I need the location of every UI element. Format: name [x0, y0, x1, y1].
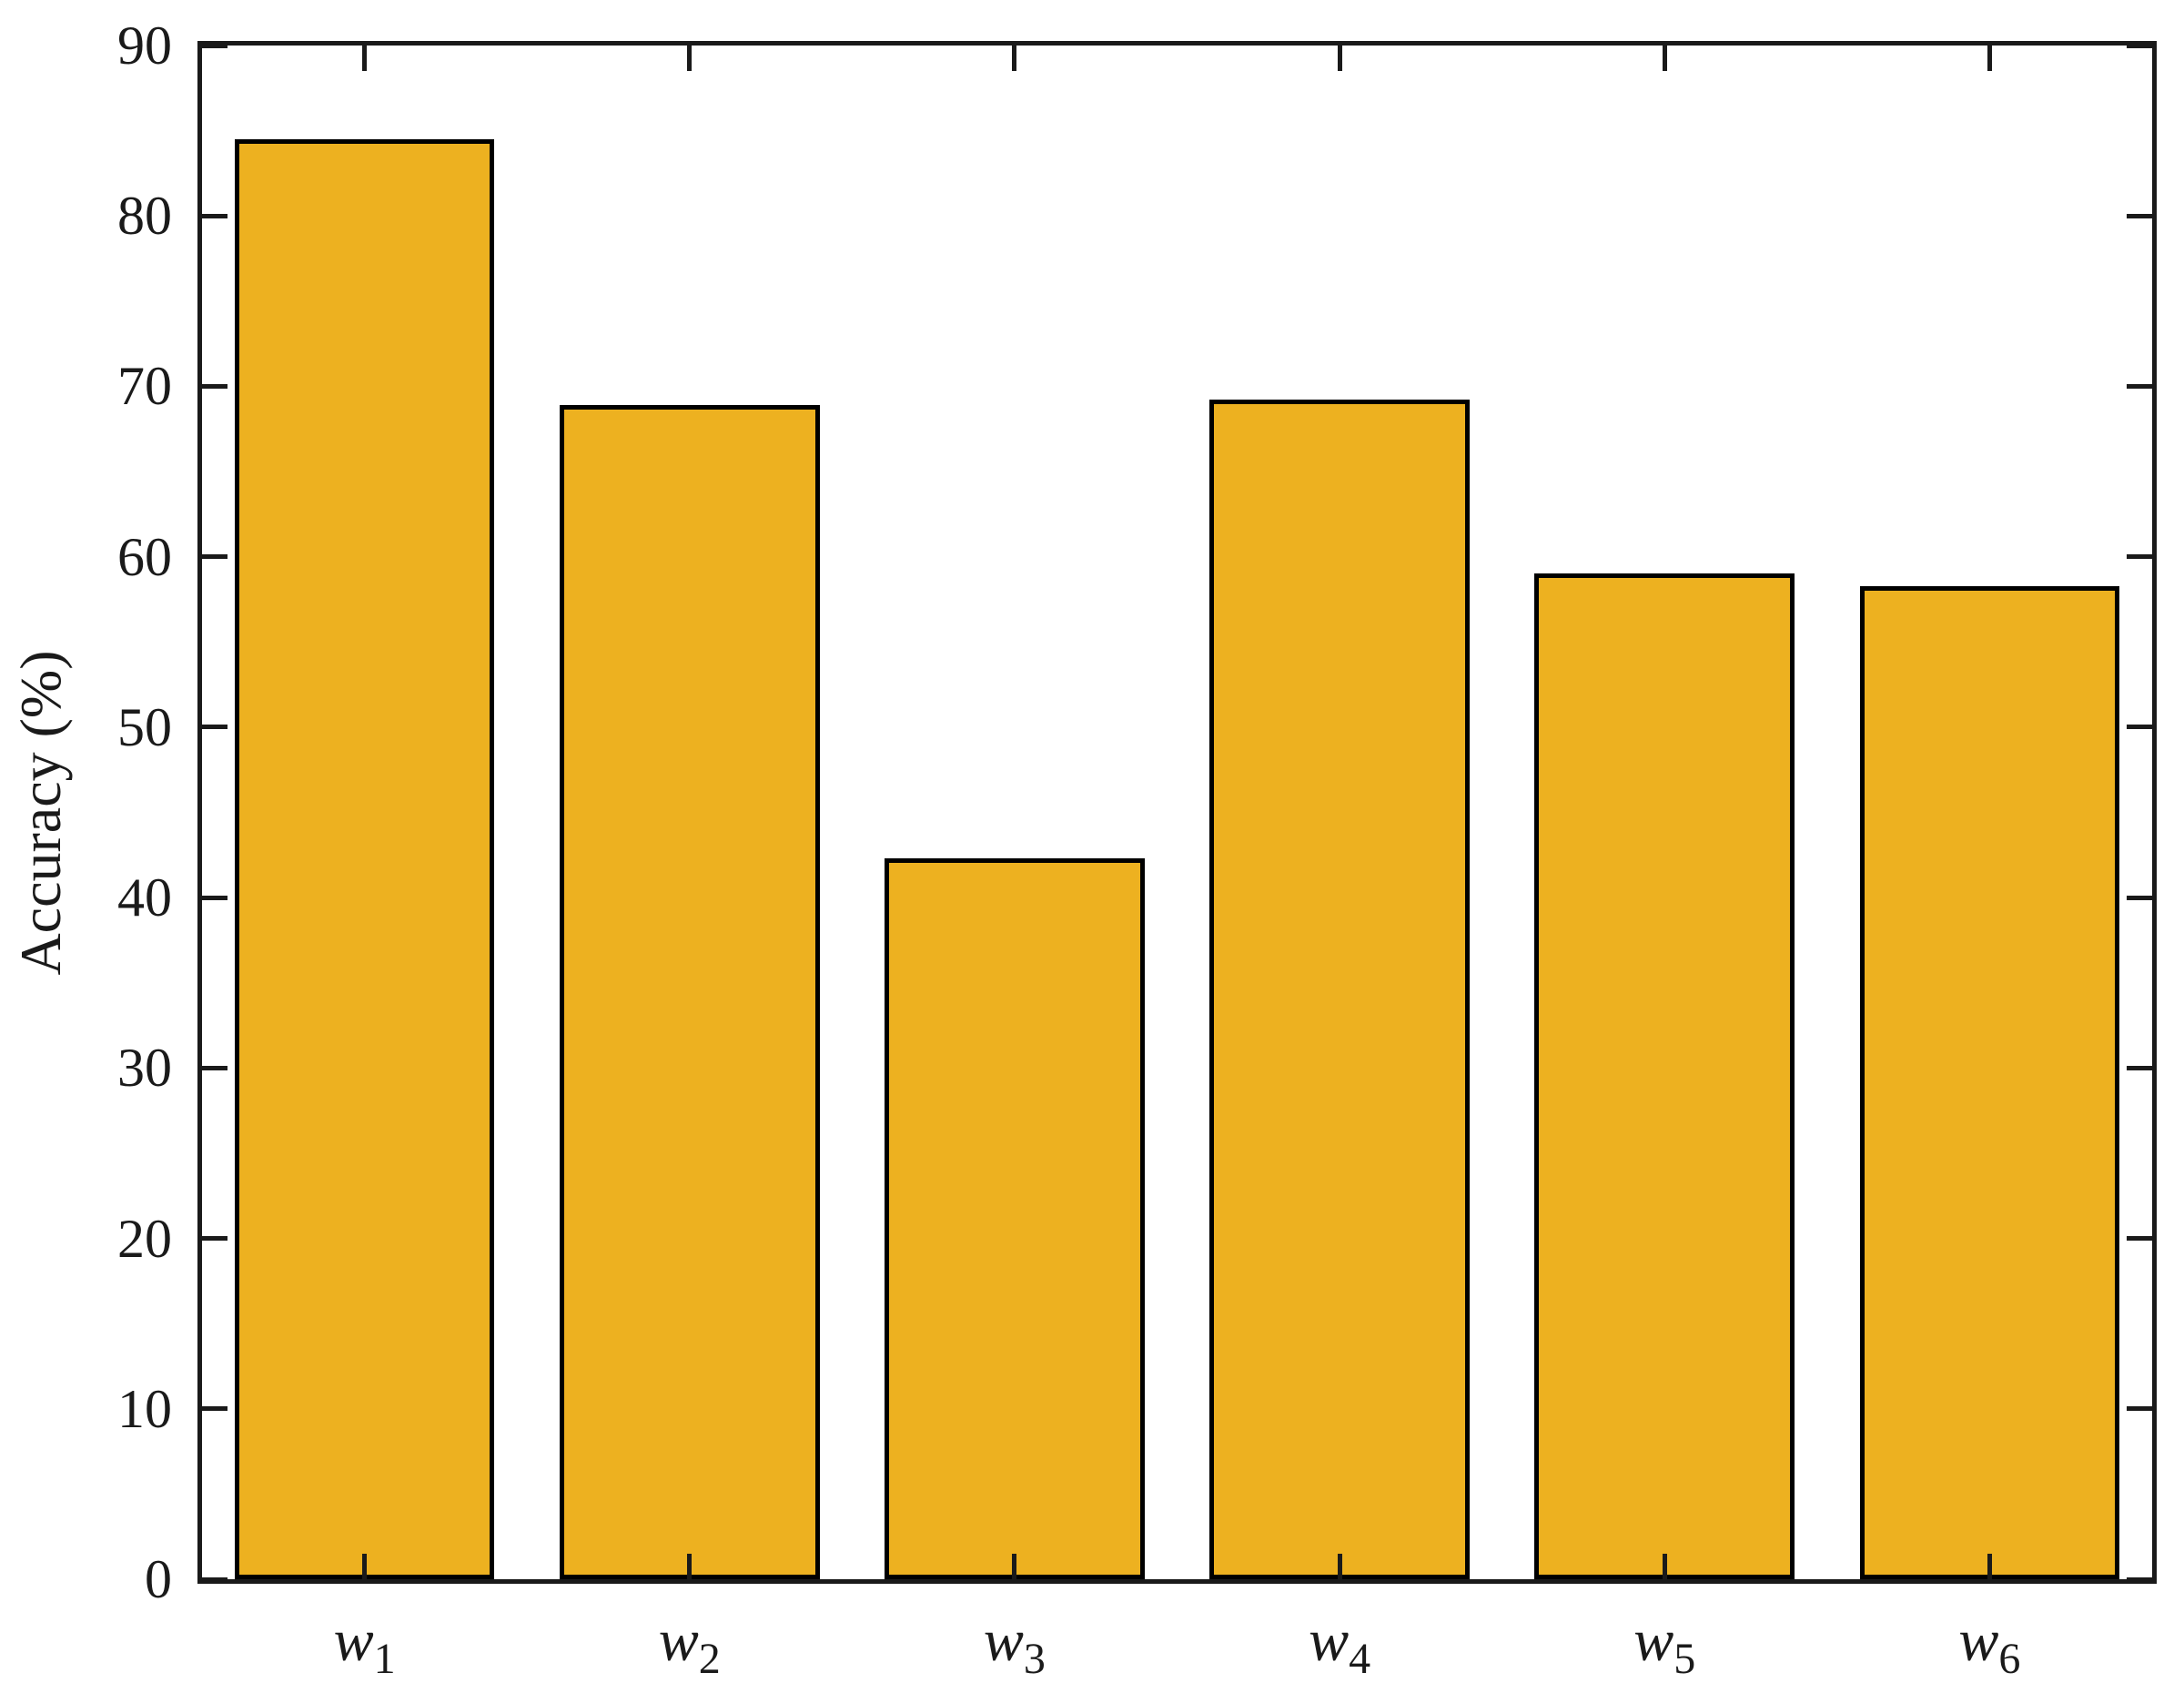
x-tick-label: w4 [1203, 1609, 1476, 1691]
x-tick-label-subscript: 4 [1349, 1635, 1371, 1683]
x-tick-label-subscript: 5 [1673, 1635, 1696, 1683]
y-axis-tick-right [2127, 1065, 2152, 1070]
y-tick-label: 70 [117, 356, 172, 417]
y-tick-label: 0 [145, 1549, 172, 1609]
x-axis-tick-bottom [1012, 1554, 1017, 1579]
y-tick-labels: 0 10 20 30 40 50 60 70 80 90 [0, 0, 172, 1693]
x-axis-tick-top [1662, 46, 1667, 71]
bar [559, 405, 820, 1579]
x-axis-tick-top [1987, 46, 1992, 71]
bar [1859, 585, 2120, 1579]
y-axis-tick-right [2127, 43, 2152, 48]
y-tick-label: 80 [117, 186, 172, 247]
y-axis-tick-left [202, 383, 228, 389]
y-axis-tick-left [202, 1236, 228, 1242]
y-axis-tick-left [202, 895, 228, 900]
x-axis-tick-bottom [1662, 1554, 1667, 1579]
plot-area [197, 41, 2157, 1584]
x-tick-label: w2 [553, 1609, 826, 1691]
x-axis-tick-bottom [687, 1554, 693, 1579]
x-tick-label: w5 [1528, 1609, 1801, 1691]
x-tick-label-base: w [333, 1607, 374, 1674]
y-axis-tick-right [2127, 383, 2152, 389]
y-tick-label: 30 [117, 1038, 172, 1099]
y-tick-label: 50 [117, 696, 172, 757]
x-axis-tick-top [1337, 46, 1342, 71]
x-tick-label: w6 [1853, 1609, 2126, 1691]
y-axis-tick-left [202, 1065, 228, 1070]
y-axis-tick-left [202, 213, 228, 218]
y-axis-tick-right [2127, 895, 2152, 900]
x-tick-label-subscript: 1 [373, 1635, 396, 1683]
x-tick-label: w1 [228, 1609, 501, 1691]
y-axis-tick-left [202, 1406, 228, 1412]
y-tick-label: 90 [117, 15, 172, 76]
x-axis-tick-bottom [1337, 1554, 1342, 1579]
x-tick-label-base: w [1309, 1607, 1350, 1674]
x-tick-label-base: w [1633, 1607, 1674, 1674]
x-axis-tick-top [362, 46, 368, 71]
x-tick-label-subscript: 3 [1023, 1635, 1046, 1683]
y-axis-tick-right [2127, 1576, 2152, 1582]
y-tick-label: 40 [117, 867, 172, 928]
y-tick-label: 10 [117, 1378, 172, 1439]
y-axis-tick-right [2127, 725, 2152, 730]
bar [1209, 400, 1470, 1579]
bar [234, 138, 495, 1579]
x-axis-tick-top [687, 46, 693, 71]
y-tick-label: 20 [117, 1208, 172, 1269]
y-axis-tick-right [2127, 554, 2152, 560]
x-tick-label-subscript: 2 [698, 1635, 721, 1683]
x-tick-label-subscript: 6 [1998, 1635, 2021, 1683]
x-axis-tick-bottom [362, 1554, 368, 1579]
y-axis-tick-right [2127, 213, 2152, 218]
y-tick-label: 60 [117, 526, 172, 587]
y-axis-tick-left [202, 1576, 228, 1582]
y-axis-tick-left [202, 725, 228, 730]
x-tick-label: w3 [878, 1609, 1151, 1691]
x-axis-tick-bottom [1987, 1554, 1992, 1579]
y-axis-tick-right [2127, 1236, 2152, 1242]
bar [885, 858, 1145, 1579]
y-axis-tick-left [202, 554, 228, 560]
x-axis-tick-top [1012, 46, 1017, 71]
bar [1534, 573, 1795, 1579]
x-tick-label-base: w [983, 1607, 1024, 1674]
x-tick-label-base: w [1958, 1607, 1999, 1674]
y-axis-tick-left [202, 43, 228, 48]
y-axis-tick-right [2127, 1406, 2152, 1412]
x-tick-label-base: w [658, 1607, 699, 1674]
